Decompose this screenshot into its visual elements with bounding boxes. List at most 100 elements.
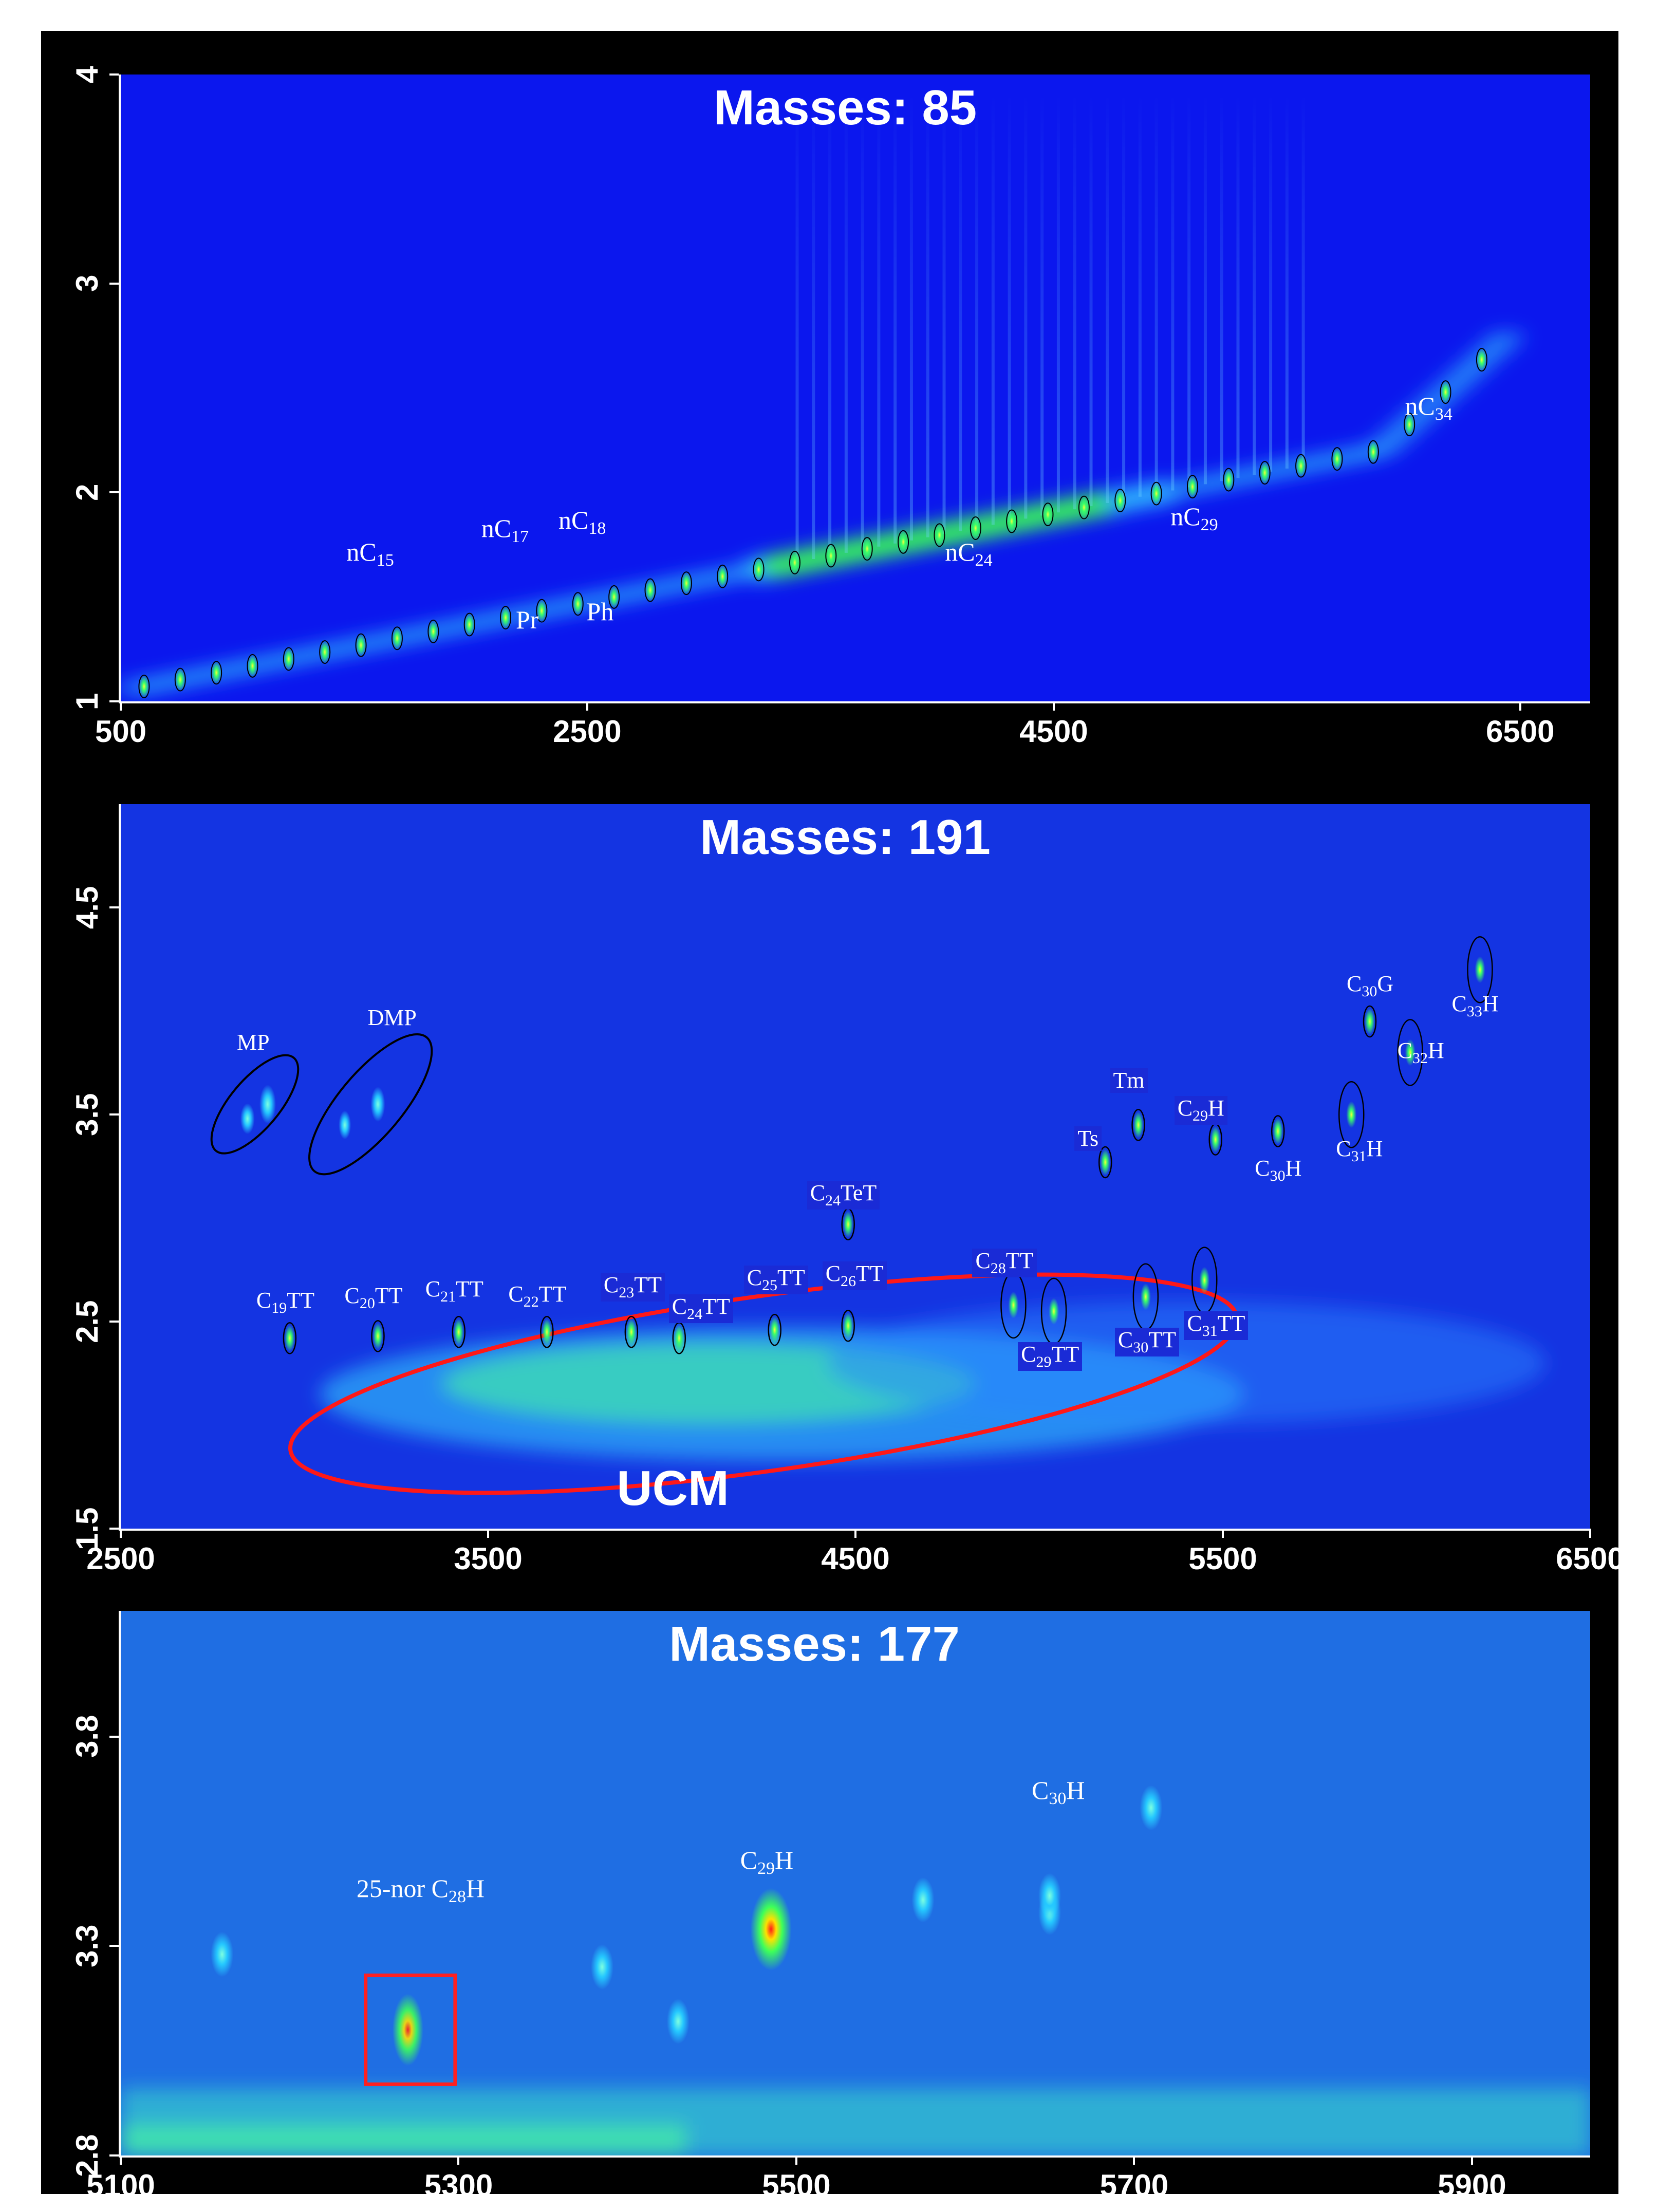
peak-label-base: MP [237,1030,270,1055]
peak-label-suffix: H [1208,1095,1224,1121]
peak-label-subscript: 21 [440,1288,456,1306]
panel-masses-191 [121,804,1590,1529]
y-tick-label: 2 [70,484,104,501]
peak-label-suffix: TT [777,1265,805,1291]
peak-label-nc17: nC17 [481,515,529,546]
x-tick-mark [586,701,588,711]
y-tick-mark [109,700,119,702]
x-tick-mark [1222,1529,1224,1538]
peak-label-base: C [747,1265,762,1291]
y-tick-label: 3.5 [70,1093,104,1136]
peak-label-base: C [1397,1038,1412,1064]
peak-label-c30tt: C30TT [1114,1327,1179,1356]
y-tick-label: 1 [70,693,104,710]
peak-label-base: C [1187,1310,1202,1336]
peak-label-nc18: nC18 [558,507,606,537]
x-tick-mark [457,2155,460,2165]
y-axis-line [119,804,121,1531]
peak-label-subscript: 18 [588,518,606,538]
heatmap-masses-191 [121,804,1590,1529]
peak-label-subscript: 24 [825,1192,841,1209]
x-axis-line [121,701,1590,703]
peak-label-c21tt: C21TT [425,1278,483,1305]
peak-label-suffix: H [1285,1155,1302,1181]
peak-label-c30h: C30H [1255,1157,1301,1184]
peak-label-nc34: nC34 [1405,393,1452,423]
x-tick-mark [1589,1529,1591,1538]
peak-label-subscript: 20 [359,1295,375,1312]
peak-label-c28tt: C28TT [972,1248,1037,1277]
peak-label-c24tt: C24TT [668,1294,733,1324]
peak-label-suffix: H [466,1874,485,1903]
peak-label-base: C [825,1261,841,1287]
y-axis-line [119,75,121,703]
x-tick-mark [1052,701,1055,711]
peak-label-c26tt: C26TT [822,1261,887,1291]
peak-label-suffix: TT [634,1272,662,1298]
peak-label-ph: Ph [587,599,614,624]
peak-label-suffix: H [1482,991,1499,1017]
peak-label-base: C [1451,991,1467,1017]
peak-label-dmp: DMP [368,1007,417,1029]
peak-label-base: Ts [1077,1125,1099,1151]
x-tick-label: 4500 [1019,714,1088,749]
peak-label-nc24: nC24 [945,539,992,569]
y-tick-mark [109,906,119,909]
peak-label-subscript: 28 [990,1259,1006,1277]
heatmap-masses-85 [121,75,1590,701]
peak-label-suffix: TT [375,1283,403,1309]
peak-label-base: C [1177,1095,1193,1121]
x-tick-mark [120,1529,122,1538]
x-tick-label: 4500 [821,1541,890,1576]
peak-label-subscript: 24 [687,1306,703,1323]
peak-label-base: C [1021,1342,1036,1367]
x-tick-label: 5900 [1438,2168,1506,2203]
y-tick-label: 3.8 [70,1715,104,1758]
y-tick-mark [109,1528,119,1530]
peak-label-suffix: TT [702,1294,730,1319]
peak-label-suffix: TT [456,1276,483,1302]
x-tick-mark [795,2155,797,2165]
x-tick-mark [1133,2155,1135,2165]
peak-label-suffix: H [774,1845,794,1874]
x-tick-mark [1519,701,1521,711]
peak-label-suffix: H [1428,1038,1444,1064]
x-tick-label: 2500 [553,714,622,749]
peak-label-subscript: 28 [449,1887,466,1907]
peak-label-base: C [425,1276,441,1302]
peak-label-base: C [256,1288,272,1313]
x-tick-label: 5300 [424,2168,493,2203]
peak-label-c30g: C30G [1347,973,1393,999]
peak-label-suffix: H [1366,1136,1383,1162]
peak-label-suffix: H [1066,1776,1085,1805]
peak-label-nc15: nC15 [346,539,394,569]
peak-label-subscript: 31 [1202,1322,1218,1340]
peak-label-subscript: 31 [1351,1148,1367,1165]
panel-masses-177 [121,1611,1590,2155]
x-tick-label: 6500 [1486,714,1555,749]
peak-label-25-nor-c28h: 25-nor C28H [357,1875,485,1906]
y-tick-label: 3.3 [70,1924,104,1967]
figure-frame: Masses: 85 Masses: 191 Masses: 177 nC15 n… [41,31,1625,2203]
peak-label-subscript: 30 [1049,1789,1067,1809]
peak-label-c19tt: C19TT [256,1289,314,1316]
peak-label-subscript: 30 [1133,1339,1149,1356]
peak-label-base: C [1255,1155,1270,1181]
x-tick-mark [1470,2155,1473,2165]
peak-label-suffix: TeT [841,1180,877,1205]
peak-label-c29tt: C29TT [1018,1342,1083,1371]
peak-label-suffix: G [1377,971,1394,996]
peak-label-suffix: TT [1217,1310,1245,1336]
peak-label-suffix: TT [538,1281,567,1307]
peak-label-subscript: 26 [841,1273,856,1290]
peak-label-c31h: C31H [1336,1138,1383,1164]
peak-label-c31tt: C31TT [1184,1310,1249,1340]
peak-label-base: C [810,1180,826,1205]
peak-label-c33h: C33H [1452,993,1499,1019]
peak-label-suffix: TT [856,1261,884,1287]
panel-title-177: Masses: 177 [669,1616,960,1671]
x-tick-label: 5100 [86,2168,155,2203]
peak-label-base: DMP [367,1005,417,1030]
peak-label-subscript: 25 [762,1277,778,1294]
peak-label-base: C [344,1283,360,1309]
